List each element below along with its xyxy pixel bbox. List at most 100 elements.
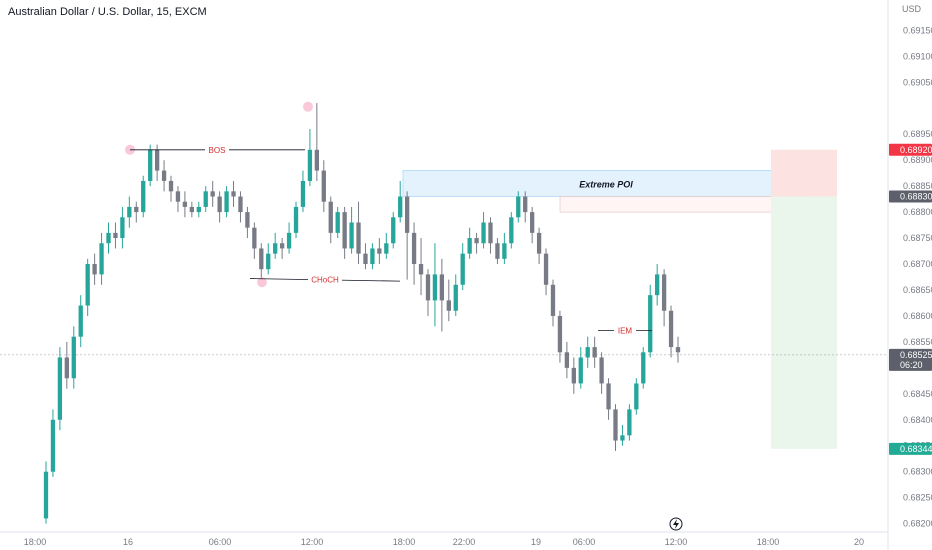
candle-body	[273, 243, 278, 254]
currency-label: USD	[902, 4, 922, 14]
take-profit-zone	[771, 196, 837, 449]
candle-body	[259, 248, 264, 270]
bos-label-bg	[205, 143, 229, 155]
candle-body	[85, 264, 90, 306]
candle-body	[391, 217, 396, 244]
lightning-icon	[669, 517, 683, 531]
candle-body	[404, 196, 410, 233]
extreme-poi-zone	[402, 170, 815, 198]
candle-body	[196, 206, 201, 213]
x-tick-label: 12:00	[301, 537, 324, 547]
candle-body	[363, 253, 368, 265]
candle-body	[300, 180, 306, 207]
candle-body	[78, 305, 83, 337]
candle-body	[113, 232, 118, 239]
candle-body	[266, 253, 271, 270]
poi-label: Extreme POI	[579, 180, 633, 190]
candle-body	[370, 248, 375, 265]
candle-body	[335, 212, 340, 233]
candle-body	[460, 253, 465, 285]
candle-body	[599, 357, 604, 384]
candle-body	[432, 274, 438, 301]
candle-body	[675, 347, 681, 353]
candle-body	[536, 232, 542, 254]
candle-body	[99, 243, 104, 275]
candle-body	[550, 284, 556, 316]
candle-body	[210, 191, 215, 197]
candle-body	[655, 274, 660, 296]
choch-swing-marker	[257, 277, 267, 288]
candle-body	[307, 149, 313, 181]
candle-body	[523, 196, 528, 213]
candle-body	[286, 232, 292, 249]
candle-body	[634, 383, 639, 410]
choch-label-bg	[308, 273, 342, 285]
candle-body	[481, 222, 486, 244]
candle-body	[627, 409, 632, 436]
sl-price-badge-text: 0.68920	[900, 145, 932, 155]
chart-title: Australian Dollar / U.S. Dollar, 15, EXC…	[8, 6, 207, 18]
candle-body	[606, 383, 611, 410]
tp-price-badge	[889, 442, 932, 455]
candle-body	[252, 227, 257, 249]
iem-label: IEM	[618, 326, 633, 335]
candle-body	[43, 471, 49, 519]
candle-body	[127, 206, 132, 218]
candle-body	[314, 149, 320, 171]
tp-price-badge-text: 0.68344	[900, 444, 932, 454]
candle-body	[293, 206, 299, 233]
candle-body	[439, 274, 445, 301]
candle-body	[349, 222, 354, 249]
entry-price-badge	[889, 190, 932, 203]
bos-label: BOS	[209, 146, 226, 155]
candle-body	[509, 217, 514, 244]
candle-body	[231, 191, 236, 197]
candle-body	[224, 191, 229, 213]
candle-body	[620, 435, 625, 441]
lightning-bolt-icon	[673, 519, 679, 529]
candle-body	[279, 243, 285, 249]
candle-body	[64, 357, 69, 379]
candle-body	[488, 222, 493, 244]
candle-body	[189, 206, 194, 213]
stop-loss-zone	[771, 149, 837, 197]
current-price-badge	[889, 348, 932, 371]
candle-body	[120, 217, 125, 239]
x-tick-label: 06:00	[573, 537, 596, 547]
current-price-badge-text: 0.68525	[900, 350, 932, 360]
candle-body	[446, 300, 451, 311]
x-tick-label: 20	[854, 537, 864, 547]
candle-body	[661, 274, 667, 311]
x-tick-label: 16	[123, 537, 133, 547]
candle-body	[585, 347, 590, 358]
candle-body	[668, 310, 674, 348]
candle-body	[411, 232, 417, 265]
x-tick-label: 18:00	[24, 537, 47, 547]
candle-body	[530, 212, 535, 233]
choch-label: CHoCH	[311, 276, 339, 285]
candle-body	[592, 347, 597, 358]
candle-body	[168, 180, 174, 192]
current-price-badge-time: 06:20	[900, 360, 923, 370]
candle-body	[92, 264, 97, 275]
x-tick-label: 18:00	[393, 537, 416, 547]
iem-label-bg	[614, 324, 636, 336]
candle-body	[502, 243, 507, 259]
candle-body	[245, 212, 250, 228]
y-tick-label: 0.68200	[903, 519, 932, 529]
candle-body	[175, 191, 181, 202]
candle-body	[564, 352, 570, 368]
candle-body	[571, 367, 576, 384]
